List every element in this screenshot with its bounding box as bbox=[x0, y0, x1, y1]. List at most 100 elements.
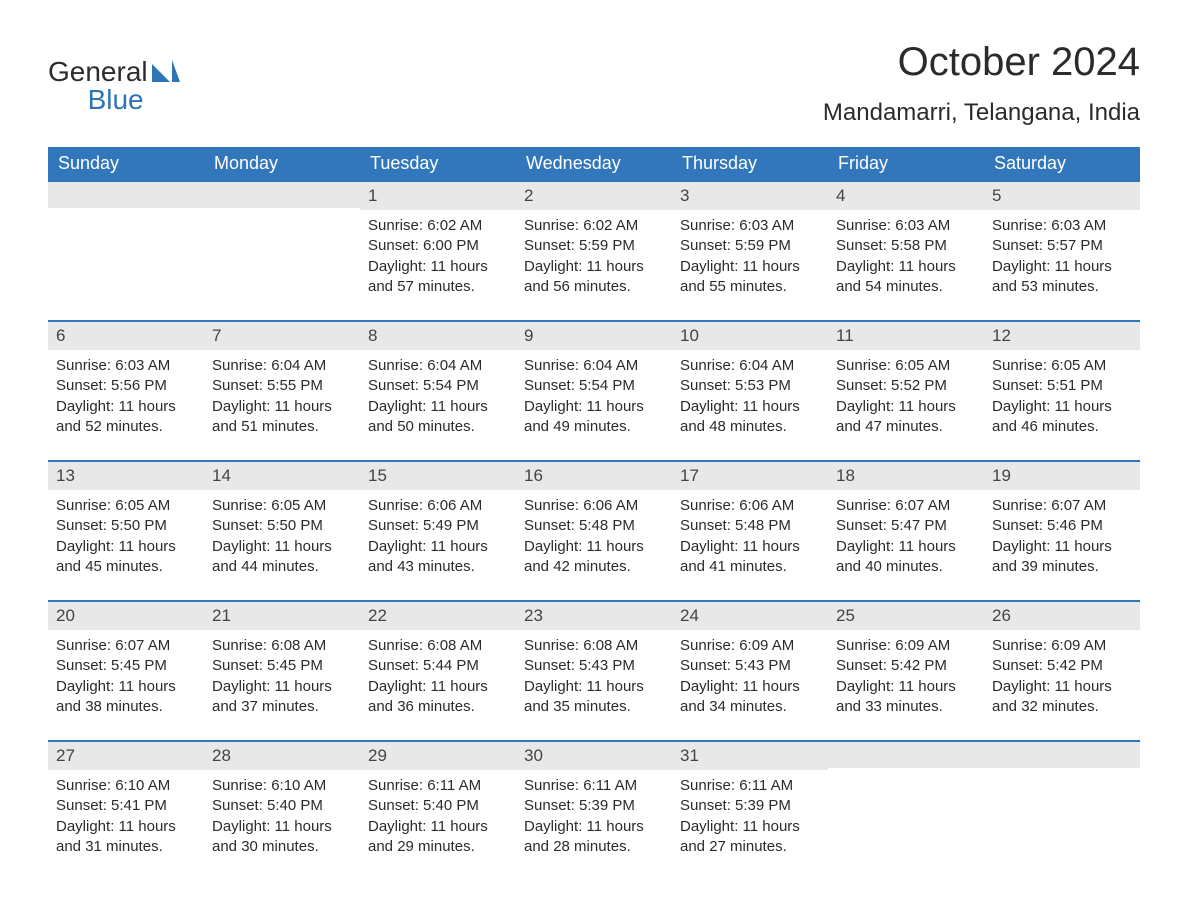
sunrise-line: Sunrise: 6:07 AM bbox=[992, 496, 1132, 516]
calendar-day: 5Sunrise: 6:03 AMSunset: 5:57 PMDaylight… bbox=[984, 182, 1140, 302]
day-details: Sunrise: 6:03 AMSunset: 5:58 PMDaylight:… bbox=[828, 210, 984, 297]
day-number: 31 bbox=[672, 742, 828, 770]
calendar-week: 1Sunrise: 6:02 AMSunset: 6:00 PMDaylight… bbox=[48, 182, 1140, 302]
sunrise-line: Sunrise: 6:08 AM bbox=[524, 636, 664, 656]
weekday-header: Wednesday bbox=[516, 147, 672, 182]
calendar-day: 9Sunrise: 6:04 AMSunset: 5:54 PMDaylight… bbox=[516, 322, 672, 442]
sunrise-line: Sunrise: 6:03 AM bbox=[680, 216, 820, 236]
sunrise-line: Sunrise: 6:04 AM bbox=[368, 356, 508, 376]
sunrise-line: Sunrise: 6:02 AM bbox=[524, 216, 664, 236]
day-details: Sunrise: 6:10 AMSunset: 5:40 PMDaylight:… bbox=[204, 770, 360, 857]
sunset-line: Sunset: 5:59 PM bbox=[680, 236, 820, 256]
day-number: 1 bbox=[360, 182, 516, 210]
daylight-line: Daylight: 11 hours and 49 minutes. bbox=[524, 397, 664, 438]
sunrise-line: Sunrise: 6:03 AM bbox=[56, 356, 196, 376]
day-number: 19 bbox=[984, 462, 1140, 490]
day-number: 14 bbox=[204, 462, 360, 490]
daylight-line: Daylight: 11 hours and 33 minutes. bbox=[836, 677, 976, 718]
logo-text-blue: Blue bbox=[48, 84, 148, 116]
day-number: 29 bbox=[360, 742, 516, 770]
daylight-line: Daylight: 11 hours and 54 minutes. bbox=[836, 257, 976, 298]
calendar-week: 20Sunrise: 6:07 AMSunset: 5:45 PMDayligh… bbox=[48, 600, 1140, 722]
daylight-line: Daylight: 11 hours and 40 minutes. bbox=[836, 537, 976, 578]
calendar-day-empty bbox=[48, 182, 204, 302]
sunset-line: Sunset: 5:44 PM bbox=[368, 656, 508, 676]
sunset-line: Sunset: 5:48 PM bbox=[524, 516, 664, 536]
day-details: Sunrise: 6:03 AMSunset: 5:56 PMDaylight:… bbox=[48, 350, 204, 437]
day-details: Sunrise: 6:04 AMSunset: 5:55 PMDaylight:… bbox=[204, 350, 360, 437]
sunset-line: Sunset: 5:40 PM bbox=[212, 796, 352, 816]
day-number: 18 bbox=[828, 462, 984, 490]
sunrise-line: Sunrise: 6:05 AM bbox=[992, 356, 1132, 376]
calendar-day: 22Sunrise: 6:08 AMSunset: 5:44 PMDayligh… bbox=[360, 602, 516, 722]
sunrise-line: Sunrise: 6:08 AM bbox=[212, 636, 352, 656]
sunset-line: Sunset: 5:43 PM bbox=[524, 656, 664, 676]
day-number: 9 bbox=[516, 322, 672, 350]
calendar-day: 17Sunrise: 6:06 AMSunset: 5:48 PMDayligh… bbox=[672, 462, 828, 582]
sunset-line: Sunset: 5:51 PM bbox=[992, 376, 1132, 396]
month-title: October 2024 bbox=[823, 40, 1140, 85]
day-details: Sunrise: 6:07 AMSunset: 5:47 PMDaylight:… bbox=[828, 490, 984, 577]
day-number: 20 bbox=[48, 602, 204, 630]
sunset-line: Sunset: 5:56 PM bbox=[56, 376, 196, 396]
calendar-day: 13Sunrise: 6:05 AMSunset: 5:50 PMDayligh… bbox=[48, 462, 204, 582]
sunset-line: Sunset: 5:41 PM bbox=[56, 796, 196, 816]
calendar-day: 20Sunrise: 6:07 AMSunset: 5:45 PMDayligh… bbox=[48, 602, 204, 722]
day-details: Sunrise: 6:08 AMSunset: 5:43 PMDaylight:… bbox=[516, 630, 672, 717]
day-details: Sunrise: 6:04 AMSunset: 5:54 PMDaylight:… bbox=[516, 350, 672, 437]
day-details: Sunrise: 6:06 AMSunset: 5:48 PMDaylight:… bbox=[516, 490, 672, 577]
sunset-line: Sunset: 5:53 PM bbox=[680, 376, 820, 396]
day-number: 26 bbox=[984, 602, 1140, 630]
sunset-line: Sunset: 5:55 PM bbox=[212, 376, 352, 396]
daylight-line: Daylight: 11 hours and 51 minutes. bbox=[212, 397, 352, 438]
sunrise-line: Sunrise: 6:07 AM bbox=[56, 636, 196, 656]
sunrise-line: Sunrise: 6:04 AM bbox=[524, 356, 664, 376]
day-number: 8 bbox=[360, 322, 516, 350]
daylight-line: Daylight: 11 hours and 55 minutes. bbox=[680, 257, 820, 298]
daylight-line: Daylight: 11 hours and 56 minutes. bbox=[524, 257, 664, 298]
day-number bbox=[204, 182, 360, 208]
daylight-line: Daylight: 11 hours and 36 minutes. bbox=[368, 677, 508, 718]
day-details: Sunrise: 6:04 AMSunset: 5:54 PMDaylight:… bbox=[360, 350, 516, 437]
calendar-day: 8Sunrise: 6:04 AMSunset: 5:54 PMDaylight… bbox=[360, 322, 516, 442]
day-number: 3 bbox=[672, 182, 828, 210]
calendar-day: 7Sunrise: 6:04 AMSunset: 5:55 PMDaylight… bbox=[204, 322, 360, 442]
sunset-line: Sunset: 5:49 PM bbox=[368, 516, 508, 536]
day-number: 22 bbox=[360, 602, 516, 630]
day-details: Sunrise: 6:05 AMSunset: 5:50 PMDaylight:… bbox=[48, 490, 204, 577]
day-details: Sunrise: 6:05 AMSunset: 5:51 PMDaylight:… bbox=[984, 350, 1140, 437]
sunset-line: Sunset: 5:52 PM bbox=[836, 376, 976, 396]
calendar-day: 19Sunrise: 6:07 AMSunset: 5:46 PMDayligh… bbox=[984, 462, 1140, 582]
sunrise-line: Sunrise: 6:09 AM bbox=[680, 636, 820, 656]
calendar-day: 10Sunrise: 6:04 AMSunset: 5:53 PMDayligh… bbox=[672, 322, 828, 442]
sunset-line: Sunset: 5:42 PM bbox=[836, 656, 976, 676]
sunset-line: Sunset: 5:58 PM bbox=[836, 236, 976, 256]
day-details: Sunrise: 6:02 AMSunset: 6:00 PMDaylight:… bbox=[360, 210, 516, 297]
calendar-day: 24Sunrise: 6:09 AMSunset: 5:43 PMDayligh… bbox=[672, 602, 828, 722]
calendar-week: 27Sunrise: 6:10 AMSunset: 5:41 PMDayligh… bbox=[48, 740, 1140, 862]
daylight-line: Daylight: 11 hours and 46 minutes. bbox=[992, 397, 1132, 438]
weekday-header: Saturday bbox=[984, 147, 1140, 182]
weekday-header: Friday bbox=[828, 147, 984, 182]
day-number: 10 bbox=[672, 322, 828, 350]
sunset-line: Sunset: 5:59 PM bbox=[524, 236, 664, 256]
calendar: SundayMondayTuesdayWednesdayThursdayFrid… bbox=[48, 147, 1140, 862]
sunrise-line: Sunrise: 6:10 AM bbox=[212, 776, 352, 796]
sunrise-line: Sunrise: 6:06 AM bbox=[524, 496, 664, 516]
day-details: Sunrise: 6:08 AMSunset: 5:45 PMDaylight:… bbox=[204, 630, 360, 717]
day-details: Sunrise: 6:07 AMSunset: 5:45 PMDaylight:… bbox=[48, 630, 204, 717]
sunset-line: Sunset: 5:39 PM bbox=[680, 796, 820, 816]
day-details: Sunrise: 6:11 AMSunset: 5:39 PMDaylight:… bbox=[516, 770, 672, 857]
day-number: 2 bbox=[516, 182, 672, 210]
sunset-line: Sunset: 5:54 PM bbox=[368, 376, 508, 396]
calendar-day: 29Sunrise: 6:11 AMSunset: 5:40 PMDayligh… bbox=[360, 742, 516, 862]
day-number: 30 bbox=[516, 742, 672, 770]
calendar-day-empty bbox=[204, 182, 360, 302]
sunrise-line: Sunrise: 6:05 AM bbox=[56, 496, 196, 516]
daylight-line: Daylight: 11 hours and 30 minutes. bbox=[212, 817, 352, 858]
calendar-week: 13Sunrise: 6:05 AMSunset: 5:50 PMDayligh… bbox=[48, 460, 1140, 582]
day-details: Sunrise: 6:06 AMSunset: 5:49 PMDaylight:… bbox=[360, 490, 516, 577]
sunset-line: Sunset: 5:45 PM bbox=[56, 656, 196, 676]
day-details: Sunrise: 6:11 AMSunset: 5:40 PMDaylight:… bbox=[360, 770, 516, 857]
daylight-line: Daylight: 11 hours and 41 minutes. bbox=[680, 537, 820, 578]
